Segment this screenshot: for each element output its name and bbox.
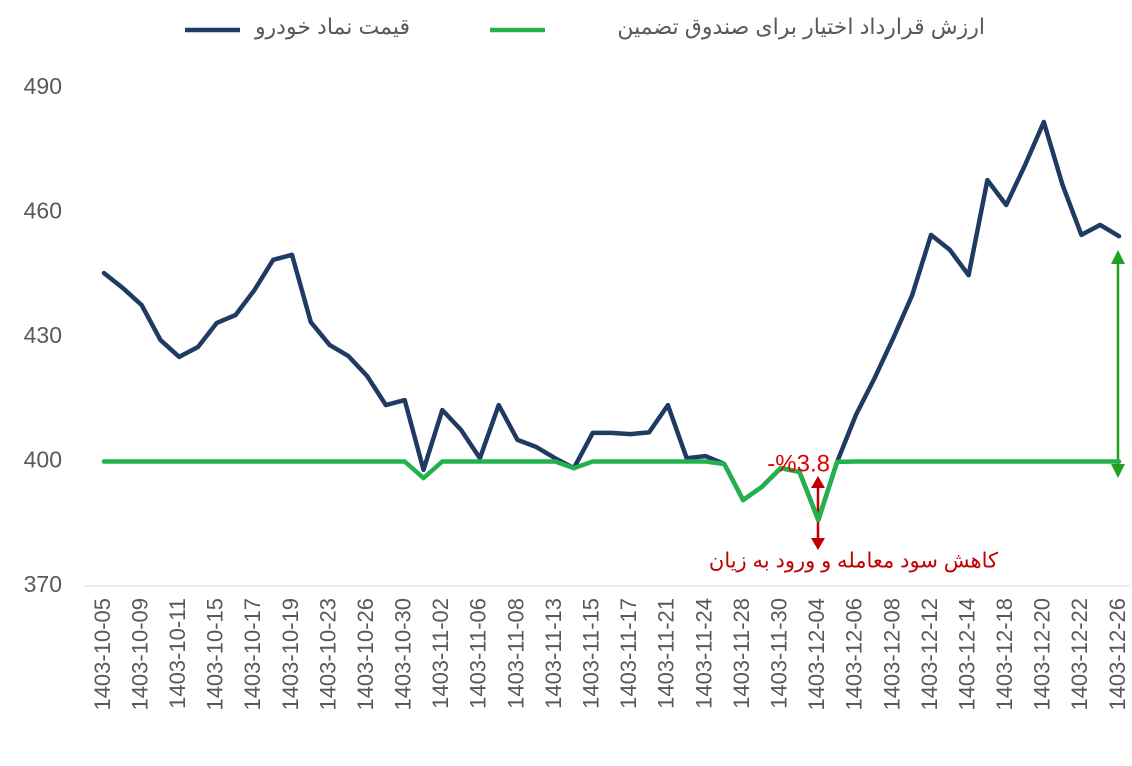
- series-line: [101, 459, 1122, 523]
- x-tick-label: 1403-12-14: [954, 598, 979, 711]
- x-tick-label: 1403-11-30: [766, 598, 791, 709]
- legend-label: قیمت نماد خودرو: [254, 14, 410, 39]
- x-tick-label: 1403-11-13: [541, 598, 566, 709]
- legend-label: ارزش قرارداد اختیار برای صندوق تضمین: [617, 14, 985, 40]
- x-tick-label: 1403-12-22: [1067, 598, 1092, 711]
- x-tick-label: 1403-12-06: [842, 598, 867, 711]
- y-tick-label: 430: [24, 322, 62, 348]
- x-tick-label: 1403-12-04: [804, 598, 829, 711]
- x-tick-label: 1403-11-02: [428, 598, 453, 709]
- x-tick-label: 1403-10-19: [278, 598, 303, 711]
- y-tick-label: 460: [24, 198, 62, 224]
- arrow-head: [1111, 464, 1125, 478]
- x-tick-label: 1403-12-18: [992, 598, 1017, 711]
- arrow-head: [811, 476, 825, 488]
- arrow-head: [811, 538, 825, 550]
- x-tick-label: 1403-10-15: [203, 598, 228, 711]
- x-tick-label: 1403-11-28: [729, 598, 754, 709]
- x-tick-label: 1403-10-23: [315, 598, 340, 711]
- series-line: [101, 119, 1122, 523]
- x-tick-label: 1403-10-09: [127, 598, 152, 711]
- x-tick-label: 1403-11-15: [579, 598, 604, 709]
- x-tick-label: 1403-11-24: [691, 598, 716, 709]
- x-tick-label: 1403-10-11: [165, 598, 190, 709]
- x-tick-label: 1403-10-26: [353, 598, 378, 711]
- y-tick-label: 490: [24, 73, 62, 99]
- x-tick-label: 1403-12-26: [1105, 598, 1130, 711]
- annotation: کاهش سود معامله و ورود به زیان: [709, 550, 998, 573]
- x-tick-label: 1403-11-08: [503, 598, 528, 709]
- y-tick-label: 370: [24, 571, 62, 597]
- arrow-head: [1111, 250, 1125, 264]
- x-tick-label: 1403-10-17: [240, 598, 265, 711]
- y-tick-label: 400: [24, 447, 62, 473]
- x-tick-label: 1403-12-20: [1030, 598, 1055, 711]
- x-tick-label: 1403-11-17: [616, 598, 641, 709]
- x-tick-label: 1403-10-30: [391, 598, 416, 711]
- x-tick-label: 1403-12-08: [879, 598, 904, 711]
- x-tick-label: 1403-11-21: [654, 598, 679, 709]
- x-tick-label: 1403-12-12: [917, 598, 942, 711]
- x-tick-label: 1403-10-05: [90, 598, 115, 711]
- x-tick-label: 1403-11-06: [466, 598, 491, 709]
- annotation: -%3.8: [767, 450, 830, 477]
